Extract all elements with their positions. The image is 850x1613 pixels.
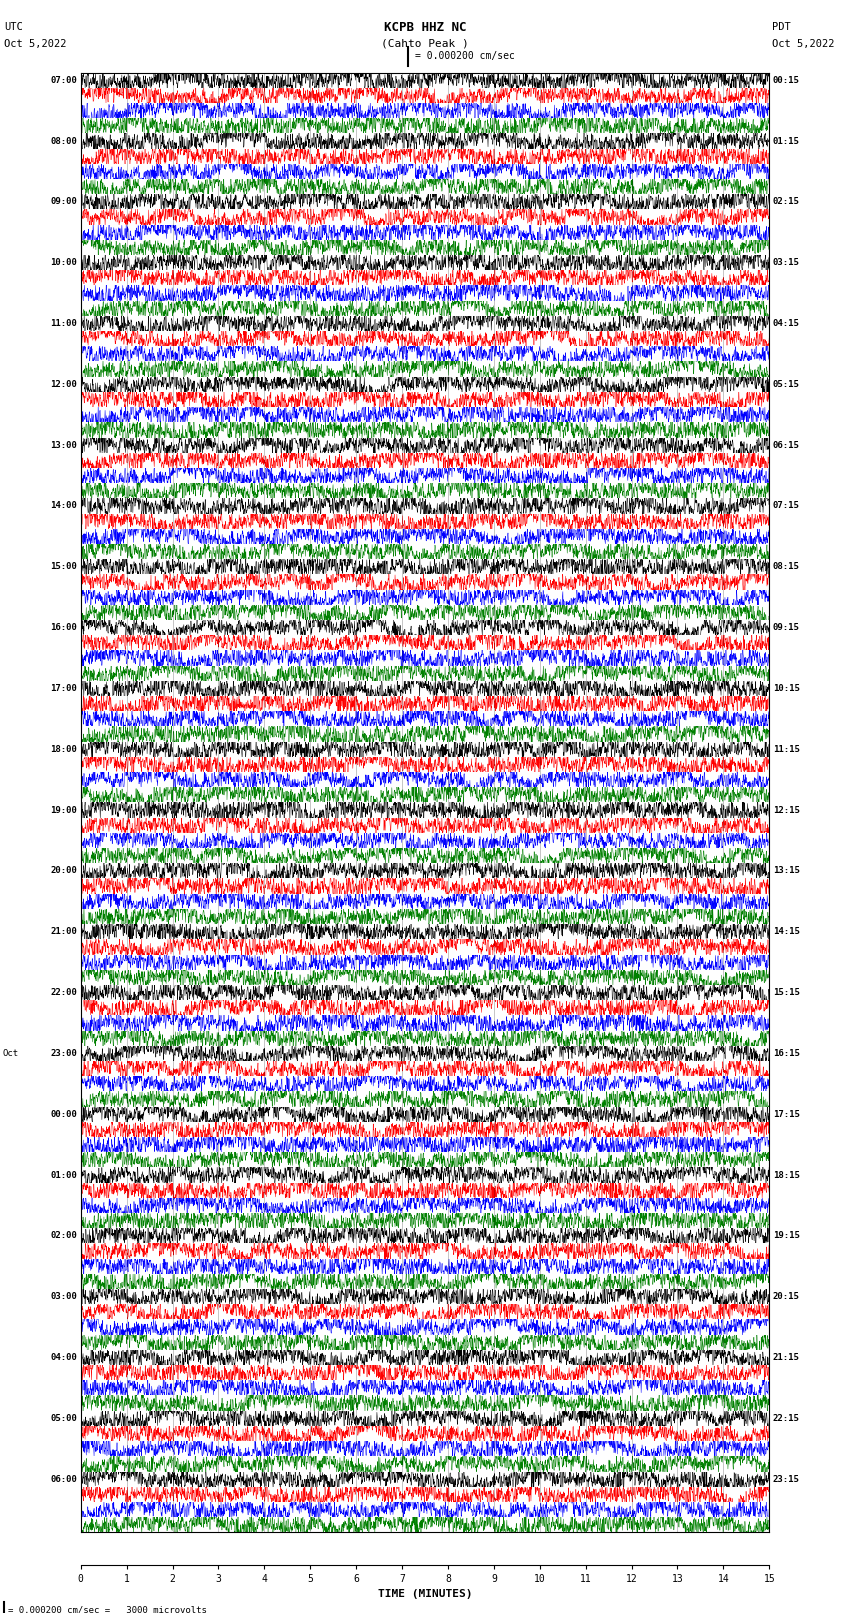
- Text: 23:00: 23:00: [50, 1048, 77, 1058]
- Text: 09:00: 09:00: [50, 197, 77, 206]
- Text: 12:00: 12:00: [50, 379, 77, 389]
- Text: 02:00: 02:00: [50, 1231, 77, 1240]
- Text: 16:15: 16:15: [773, 1048, 800, 1058]
- Text: 20:15: 20:15: [773, 1292, 800, 1302]
- Text: 15:15: 15:15: [773, 989, 800, 997]
- Text: 11:00: 11:00: [50, 319, 77, 327]
- Text: 14:00: 14:00: [50, 502, 77, 510]
- Text: 19:15: 19:15: [773, 1231, 800, 1240]
- Text: 17:15: 17:15: [773, 1110, 800, 1119]
- Text: 05:00: 05:00: [50, 1415, 77, 1423]
- Text: 10:00: 10:00: [50, 258, 77, 268]
- Text: 17:00: 17:00: [50, 684, 77, 694]
- Text: 06:00: 06:00: [50, 1474, 77, 1484]
- Text: 07:15: 07:15: [773, 502, 800, 510]
- Text: Oct: Oct: [3, 1048, 19, 1058]
- Text: 13:00: 13:00: [50, 440, 77, 450]
- Text: 23:15: 23:15: [773, 1474, 800, 1484]
- Text: 14:15: 14:15: [773, 927, 800, 936]
- Text: 15:00: 15:00: [50, 563, 77, 571]
- Text: 05:15: 05:15: [773, 379, 800, 389]
- Text: 11:15: 11:15: [773, 745, 800, 753]
- Text: 16:00: 16:00: [50, 623, 77, 632]
- Text: 22:15: 22:15: [773, 1415, 800, 1423]
- Text: 12:15: 12:15: [773, 805, 800, 815]
- Text: 06:15: 06:15: [773, 440, 800, 450]
- Text: TIME (MINUTES): TIME (MINUTES): [377, 1589, 473, 1598]
- Text: 08:15: 08:15: [773, 563, 800, 571]
- Text: 01:00: 01:00: [50, 1171, 77, 1179]
- Text: 01:15: 01:15: [773, 137, 800, 145]
- Text: = 0.000200 cm/sec: = 0.000200 cm/sec: [415, 52, 514, 61]
- Text: 18:00: 18:00: [50, 745, 77, 753]
- Text: 20:00: 20:00: [50, 866, 77, 876]
- Text: 02:15: 02:15: [773, 197, 800, 206]
- Text: 09:15: 09:15: [773, 623, 800, 632]
- Text: Oct 5,2022: Oct 5,2022: [4, 39, 67, 48]
- Text: Oct 5,2022: Oct 5,2022: [772, 39, 835, 48]
- Text: 07:00: 07:00: [50, 76, 77, 85]
- Text: 10:15: 10:15: [773, 684, 800, 694]
- Text: 04:15: 04:15: [773, 319, 800, 327]
- Text: = 0.000200 cm/sec =   3000 microvolts: = 0.000200 cm/sec = 3000 microvolts: [8, 1605, 207, 1613]
- Text: 00:00: 00:00: [50, 1110, 77, 1119]
- Text: 08:00: 08:00: [50, 137, 77, 145]
- Text: (Cahto Peak ): (Cahto Peak ): [381, 39, 469, 48]
- Text: 00:15: 00:15: [773, 76, 800, 85]
- Text: 13:15: 13:15: [773, 866, 800, 876]
- Text: 04:00: 04:00: [50, 1353, 77, 1361]
- Text: KCPB HHZ NC: KCPB HHZ NC: [383, 21, 467, 34]
- Text: 03:15: 03:15: [773, 258, 800, 268]
- Text: UTC: UTC: [4, 23, 23, 32]
- Text: 19:00: 19:00: [50, 805, 77, 815]
- Text: 03:00: 03:00: [50, 1292, 77, 1302]
- Text: 18:15: 18:15: [773, 1171, 800, 1179]
- Text: 21:00: 21:00: [50, 927, 77, 936]
- Text: 22:00: 22:00: [50, 989, 77, 997]
- Text: PDT: PDT: [772, 23, 791, 32]
- Text: 21:15: 21:15: [773, 1353, 800, 1361]
